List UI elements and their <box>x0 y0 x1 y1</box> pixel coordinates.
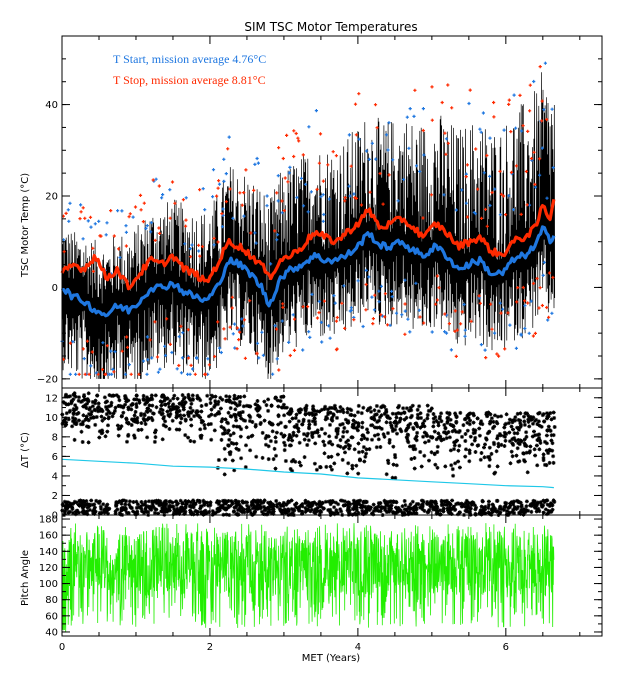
temp-y-tick-label: 0 <box>52 283 58 294</box>
pitch-y-tick-label: 120 <box>39 563 58 574</box>
deltat-ylabel: ΔT (°C) <box>20 432 31 468</box>
pitch-y-tick-label: 140 <box>39 547 58 558</box>
x-tick-label: 2 <box>207 642 213 653</box>
pitch-y-tick-label: 160 <box>39 531 58 542</box>
deltat-trend-line <box>61 458 554 489</box>
series-line-t-stop <box>60 198 556 291</box>
deltat-y-tick-label: 12 <box>45 393 58 404</box>
deltat-y-tick-label: 6 <box>52 452 58 463</box>
temp-y-tick-label: −20 <box>37 374 58 385</box>
pitch-ylabel: Pitch Angle <box>20 550 31 606</box>
pitch-y-tick-label: 100 <box>39 579 58 590</box>
pitch-y-tick-label: 60 <box>45 611 58 622</box>
temp-y-tick-label: 20 <box>45 192 58 203</box>
x-tick-label: 0 <box>59 642 65 653</box>
temp-y-tick-label: 40 <box>45 100 58 111</box>
x-tick-label: 6 <box>503 642 509 653</box>
deltat-y-tick-label: 4 <box>52 471 58 482</box>
x-tick-label: 4 <box>355 642 361 653</box>
pitch-y-tick-label: 80 <box>45 595 58 606</box>
pitch-angle-trace <box>61 523 555 633</box>
series-line-t-start <box>60 225 556 318</box>
legend-start: T Start, mission average 4.76°C <box>113 52 266 66</box>
temp-stop-points <box>61 65 555 376</box>
legend-stop: T Stop, mission average 8.81°C <box>113 73 266 87</box>
pitch-y-tick-label: 180 <box>39 515 58 526</box>
temp-ylabel: TSC Motor Temp (°C) <box>20 173 31 278</box>
x-axis-label: MET (Years) <box>302 653 361 664</box>
deltat-y-tick-label: 10 <box>45 413 58 424</box>
pitch-y-tick-label: 40 <box>45 627 58 638</box>
deltat-y-tick-label: 2 <box>52 491 58 502</box>
deltat-y-tick-label: 0 <box>52 511 58 522</box>
chart-title: SIM TSC Motor Temperatures <box>244 20 417 34</box>
deltat-y-tick-label: 8 <box>52 432 58 443</box>
chart-marks <box>60 61 557 633</box>
